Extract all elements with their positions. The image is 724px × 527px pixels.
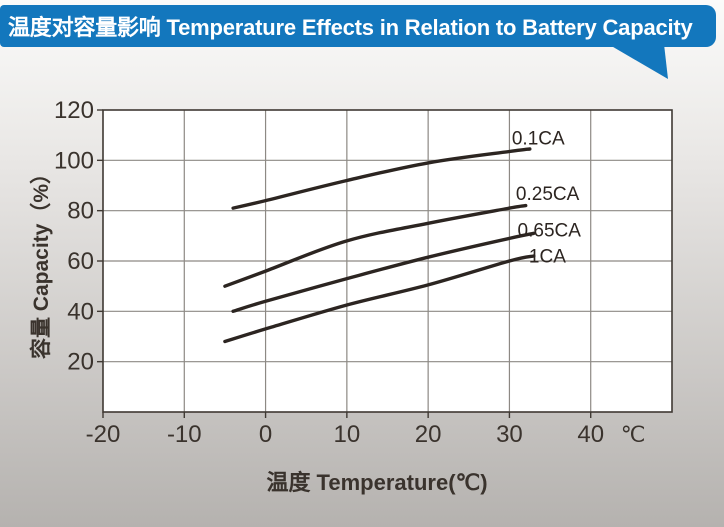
title-banner: 温度对容量影响 Temperature Effects in Relation …: [0, 5, 716, 47]
series-curve-0.1CA: [231, 147, 532, 210]
series-curve-0.65CA: [231, 231, 536, 313]
series-label-1CA: 1CA: [529, 247, 566, 268]
banner-tail-pointer: [608, 44, 668, 79]
x-tick-label: 30: [496, 421, 523, 448]
x-tick-label: -20: [86, 421, 121, 448]
y-tick-label: 20: [67, 349, 94, 376]
banner-tail-shape: [608, 44, 668, 79]
series-curve-0.25CA: [223, 203, 528, 288]
x-axis-unit: ℃: [621, 422, 646, 447]
y-tick-label: 80: [67, 198, 94, 225]
x-axis-title: 温度 Temperature(℃): [266, 470, 488, 495]
series-label-0.65CA: 0.65CA: [518, 220, 582, 241]
x-tick-label: 40: [577, 421, 604, 448]
series-label-0.25CA: 0.25CA: [516, 184, 580, 205]
y-tick-label: 40: [67, 298, 94, 325]
page-title: 温度对容量影响 Temperature Effects in Relation …: [8, 15, 693, 40]
series-curve-1CA: [223, 254, 536, 344]
x-tick-label: -10: [167, 421, 202, 448]
y-tick-label: 100: [54, 147, 94, 174]
y-axis-title: 容量 Capacity（%）: [30, 162, 53, 360]
x-tick-label: 0: [259, 421, 272, 448]
x-tick-label: 10: [334, 421, 361, 448]
x-tick-label: 20: [415, 421, 442, 448]
y-tick-label: 120: [54, 97, 94, 124]
series-label-0.1CA: 0.1CA: [512, 128, 565, 149]
y-tick-label: 60: [67, 248, 94, 275]
